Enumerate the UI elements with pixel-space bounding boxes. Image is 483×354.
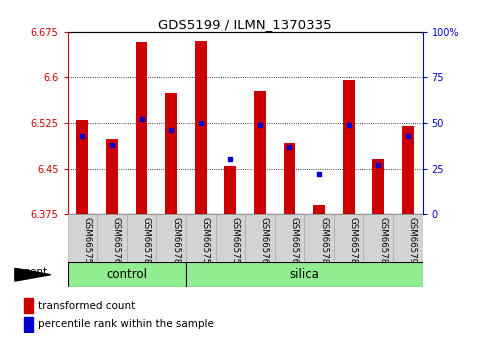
- Bar: [76, 120, 88, 214]
- Text: GSM665755: GSM665755: [83, 217, 91, 269]
- Title: GDS5199 / ILMN_1370335: GDS5199 / ILMN_1370335: [158, 18, 332, 31]
- Text: silica: silica: [289, 268, 319, 281]
- Bar: [97, 214, 127, 262]
- Bar: [24, 317, 33, 331]
- Bar: [254, 91, 266, 214]
- Text: transformed count: transformed count: [39, 301, 136, 311]
- Bar: [402, 126, 414, 214]
- Bar: [393, 214, 423, 262]
- Bar: [313, 205, 325, 214]
- Text: GSM665780: GSM665780: [319, 217, 328, 269]
- Bar: [156, 214, 186, 262]
- Bar: [245, 214, 275, 262]
- Bar: [225, 166, 236, 214]
- Text: GSM665752: GSM665752: [201, 217, 210, 269]
- Bar: [136, 42, 147, 214]
- Bar: [215, 214, 245, 262]
- Bar: [372, 159, 384, 214]
- Text: GSM665783: GSM665783: [349, 217, 358, 269]
- Bar: [106, 139, 118, 214]
- Text: GSM665787: GSM665787: [171, 217, 180, 269]
- Bar: [186, 214, 215, 262]
- Bar: [334, 214, 364, 262]
- Text: GSM665764: GSM665764: [260, 217, 269, 269]
- Bar: [304, 214, 334, 262]
- Text: control: control: [106, 268, 147, 281]
- Bar: [275, 214, 304, 262]
- Polygon shape: [15, 268, 51, 281]
- Bar: [68, 262, 186, 287]
- Bar: [24, 298, 33, 313]
- Bar: [364, 214, 393, 262]
- Bar: [195, 41, 207, 214]
- Text: GSM665790: GSM665790: [408, 217, 417, 269]
- Bar: [68, 214, 97, 262]
- Bar: [127, 214, 156, 262]
- Text: GSM665768: GSM665768: [289, 217, 298, 269]
- Bar: [165, 93, 177, 214]
- Bar: [343, 80, 355, 214]
- Text: GSM665781: GSM665781: [142, 217, 151, 269]
- Text: GSM665763: GSM665763: [112, 217, 121, 269]
- Bar: [186, 262, 423, 287]
- Text: GSM665789: GSM665789: [378, 217, 387, 269]
- Text: agent: agent: [17, 267, 47, 277]
- Text: percentile rank within the sample: percentile rank within the sample: [39, 319, 214, 329]
- Text: GSM665757: GSM665757: [230, 217, 240, 269]
- Bar: [284, 143, 296, 214]
